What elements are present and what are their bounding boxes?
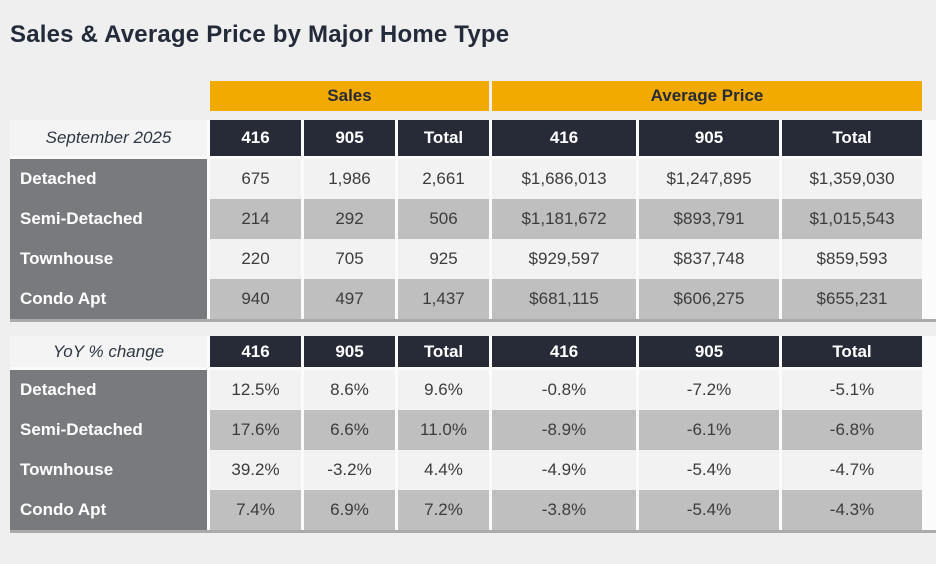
cell-semi-detached-avg-price-total: $1,015,543: [782, 199, 922, 239]
cell-semi-detached-sales-905: 6.6%: [304, 410, 395, 450]
avg-price-column-header-416: 416: [492, 120, 636, 156]
cell-condo-apt-sales-total: 7.2%: [398, 490, 489, 530]
home-type-label-townhouse: Townhouse: [20, 460, 114, 479]
home-type-label-column: Detached Semi-Detached Townhouse Condo Apt: [10, 159, 207, 319]
cell-townhouse-sales-416: 39.2%: [210, 450, 301, 490]
sales-column-header-total: Total: [398, 120, 489, 156]
home-type-label-detached: Detached: [20, 169, 97, 188]
home-type-label-column: Detached Semi-Detached Townhouse Condo Apt: [10, 370, 207, 530]
home-type-label-townhouse: Townhouse: [20, 249, 114, 268]
sales-column-header-905: 905: [304, 120, 395, 156]
avg-price-column-header-905: 905: [639, 120, 779, 156]
cell-detached-sales-905: 8.6%: [304, 370, 395, 410]
cell-detached-avg-price-416: -0.8%: [492, 370, 636, 410]
september-2025-table: September 2025 416 905 Total 416 905 Total Deta…: [10, 120, 936, 322]
period-label-yoy-change: YoY % change: [10, 336, 207, 367]
avg-price-column-header-total: Total: [782, 336, 922, 367]
cell-semi-detached-sales-416: 17.6%: [210, 410, 301, 450]
avg-price-column-header-total: Total: [782, 120, 922, 156]
cell-townhouse-sales-905: 705: [304, 239, 395, 279]
avg-price-column-header-416: 416: [492, 336, 636, 367]
cell-condo-apt-sales-416: 940: [210, 279, 301, 319]
cell-semi-detached-avg-price-905: -6.1%: [639, 410, 779, 450]
cell-detached-sales-416: 675: [210, 159, 301, 199]
cell-condo-apt-avg-price-905: $606,275: [639, 279, 779, 319]
period-label-september-2025: September 2025: [10, 120, 207, 156]
cell-detached-avg-price-905: -7.2%: [639, 370, 779, 410]
sales-column-header-416: 416: [210, 120, 301, 156]
cell-townhouse-sales-416: 220: [210, 239, 301, 279]
yoy-percent-change-table: YoY % change 416 905 Total 416 905 Total Detach…: [10, 336, 936, 533]
sales-column-header-total: Total: [398, 336, 489, 367]
cell-condo-apt-sales-total: 1,437: [398, 279, 489, 319]
cell-condo-apt-avg-price-416: -3.8%: [492, 490, 636, 530]
cell-semi-detached-avg-price-416: -8.9%: [492, 410, 636, 450]
cell-townhouse-sales-total: 4.4%: [398, 450, 489, 490]
cell-condo-apt-avg-price-total: -4.3%: [782, 490, 922, 530]
column-group-header-row: Sales Average Price: [10, 81, 936, 111]
cell-semi-detached-sales-416: 214: [210, 199, 301, 239]
cell-townhouse-sales-905: -3.2%: [304, 450, 395, 490]
cell-detached-sales-416: 12.5%: [210, 370, 301, 410]
cell-detached-avg-price-total: -5.1%: [782, 370, 922, 410]
cell-condo-apt-sales-905: 497: [304, 279, 395, 319]
cell-condo-apt-avg-price-416: $681,115: [492, 279, 636, 319]
cell-semi-detached-avg-price-total: -6.8%: [782, 410, 922, 450]
cell-semi-detached-avg-price-416: $1,181,672: [492, 199, 636, 239]
cell-townhouse-avg-price-total: -4.7%: [782, 450, 922, 490]
sales-group-header: Sales: [210, 81, 489, 111]
sales-column-header-416: 416: [210, 336, 301, 367]
cell-detached-sales-total: 9.6%: [398, 370, 489, 410]
home-type-label-condo-apt: Condo Apt: [20, 500, 107, 519]
cell-townhouse-sales-total: 925: [398, 239, 489, 279]
cell-detached-sales-905: 1,986: [304, 159, 395, 199]
home-type-label-detached: Detached: [20, 380, 97, 399]
cell-detached-avg-price-total: $1,359,030: [782, 159, 922, 199]
sales-column-header-905: 905: [304, 336, 395, 367]
home-type-label-condo-apt: Condo Apt: [20, 289, 107, 308]
cell-townhouse-avg-price-905: -5.4%: [639, 450, 779, 490]
home-type-label-semi-detached: Semi-Detached: [20, 420, 143, 439]
cell-detached-avg-price-416: $1,686,013: [492, 159, 636, 199]
cell-condo-apt-sales-416: 7.4%: [210, 490, 301, 530]
avg-price-column-header-905: 905: [639, 336, 779, 367]
cell-townhouse-avg-price-total: $859,593: [782, 239, 922, 279]
page-title: Sales & Average Price by Major Home Type: [10, 21, 510, 48]
cell-semi-detached-sales-905: 292: [304, 199, 395, 239]
cell-condo-apt-avg-price-total: $655,231: [782, 279, 922, 319]
cell-semi-detached-sales-total: 11.0%: [398, 410, 489, 450]
cell-detached-sales-total: 2,661: [398, 159, 489, 199]
cell-townhouse-avg-price-416: $929,597: [492, 239, 636, 279]
cell-semi-detached-sales-total: 506: [398, 199, 489, 239]
cell-townhouse-avg-price-416: -4.9%: [492, 450, 636, 490]
cell-condo-apt-sales-905: 6.9%: [304, 490, 395, 530]
home-type-label-semi-detached: Semi-Detached: [20, 209, 143, 228]
cell-townhouse-avg-price-905: $837,748: [639, 239, 779, 279]
cell-detached-avg-price-905: $1,247,895: [639, 159, 779, 199]
cell-semi-detached-avg-price-905: $893,791: [639, 199, 779, 239]
cell-condo-apt-avg-price-905: -5.4%: [639, 490, 779, 530]
average-price-group-header: Average Price: [492, 81, 922, 111]
